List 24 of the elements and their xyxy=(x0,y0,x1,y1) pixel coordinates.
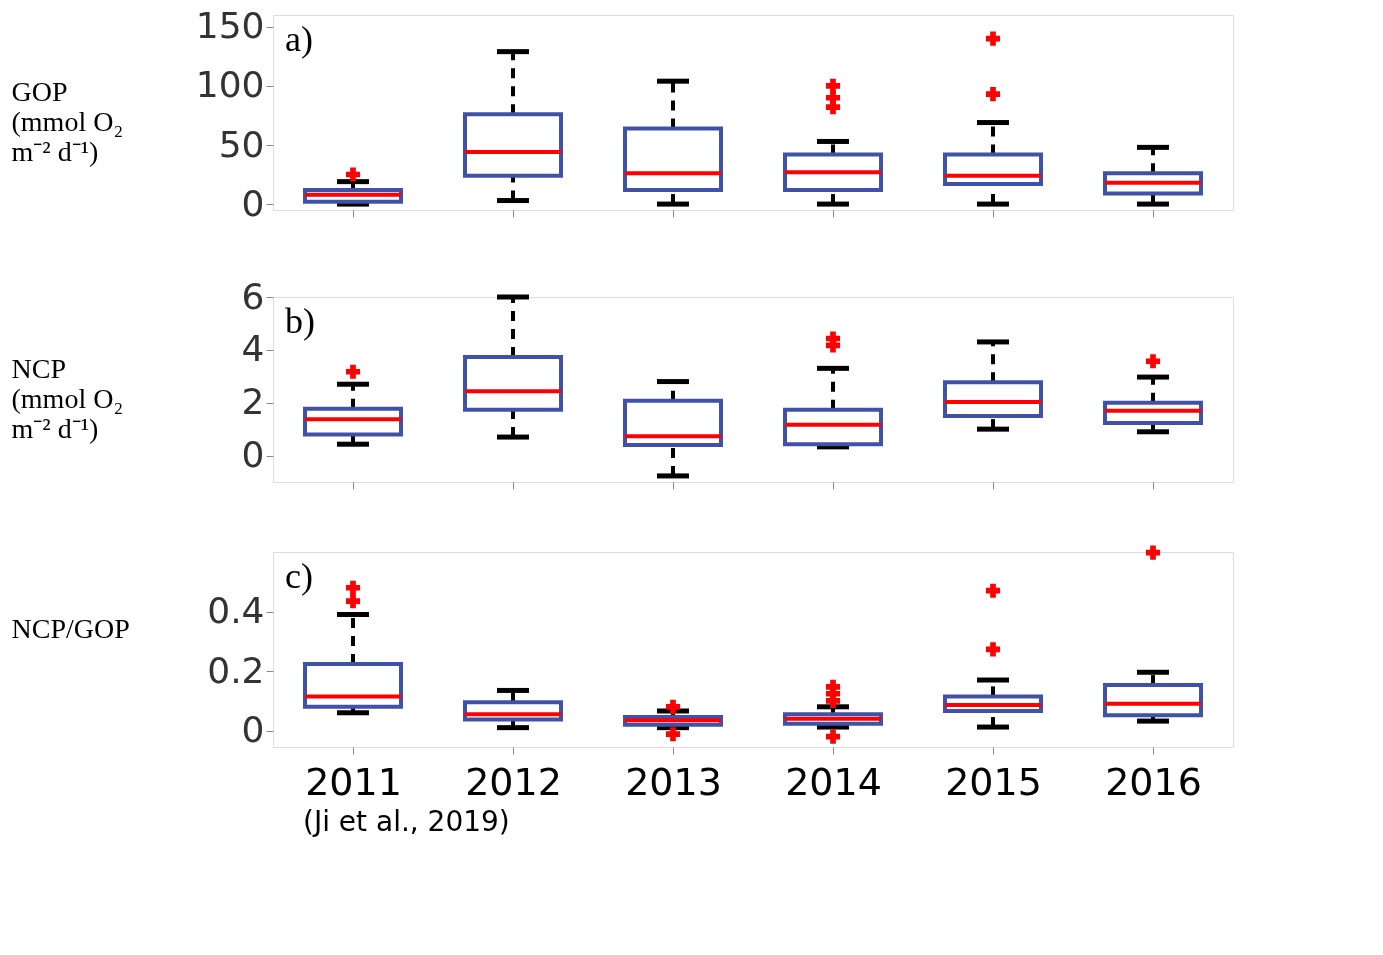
x-tick-label: 2015 xyxy=(945,759,1042,804)
y-axis-title: GOP (mmol O₂ m⁻² d⁻¹) xyxy=(11,76,124,167)
x-tick-label: 2016 xyxy=(1105,759,1202,804)
y-axis-title: NCP (mmol O₂ m⁻² d⁻¹) xyxy=(11,353,124,444)
y-tick-label: 50 xyxy=(218,123,265,165)
y-tick-label: 2 xyxy=(241,381,265,423)
y-tick-label: 0 xyxy=(241,709,265,751)
x-tick-label: 2011 xyxy=(305,759,402,804)
y-tick-label: 6 xyxy=(241,275,265,317)
annotation: a) xyxy=(285,19,313,59)
y-tick-label: 0 xyxy=(241,182,265,224)
y-tick-label: 0.2 xyxy=(207,649,265,691)
text: (Ji et al., 2019) xyxy=(303,805,510,838)
x-tick-label: 2013 xyxy=(625,759,722,804)
x-tick-label: 2014 xyxy=(785,759,882,804)
annotation: c) xyxy=(285,556,313,596)
y-tick-label: 4 xyxy=(241,328,265,370)
y-axis-title: NCP/GOP xyxy=(11,613,130,644)
x-tick-label: 2012 xyxy=(465,759,562,804)
y-tick-label: 0.4 xyxy=(207,590,265,632)
y-tick-label: 150 xyxy=(195,5,265,47)
y-tick-label: 100 xyxy=(195,64,265,106)
y-tick-label: 0 xyxy=(241,434,265,476)
annotation: b) xyxy=(285,301,315,341)
